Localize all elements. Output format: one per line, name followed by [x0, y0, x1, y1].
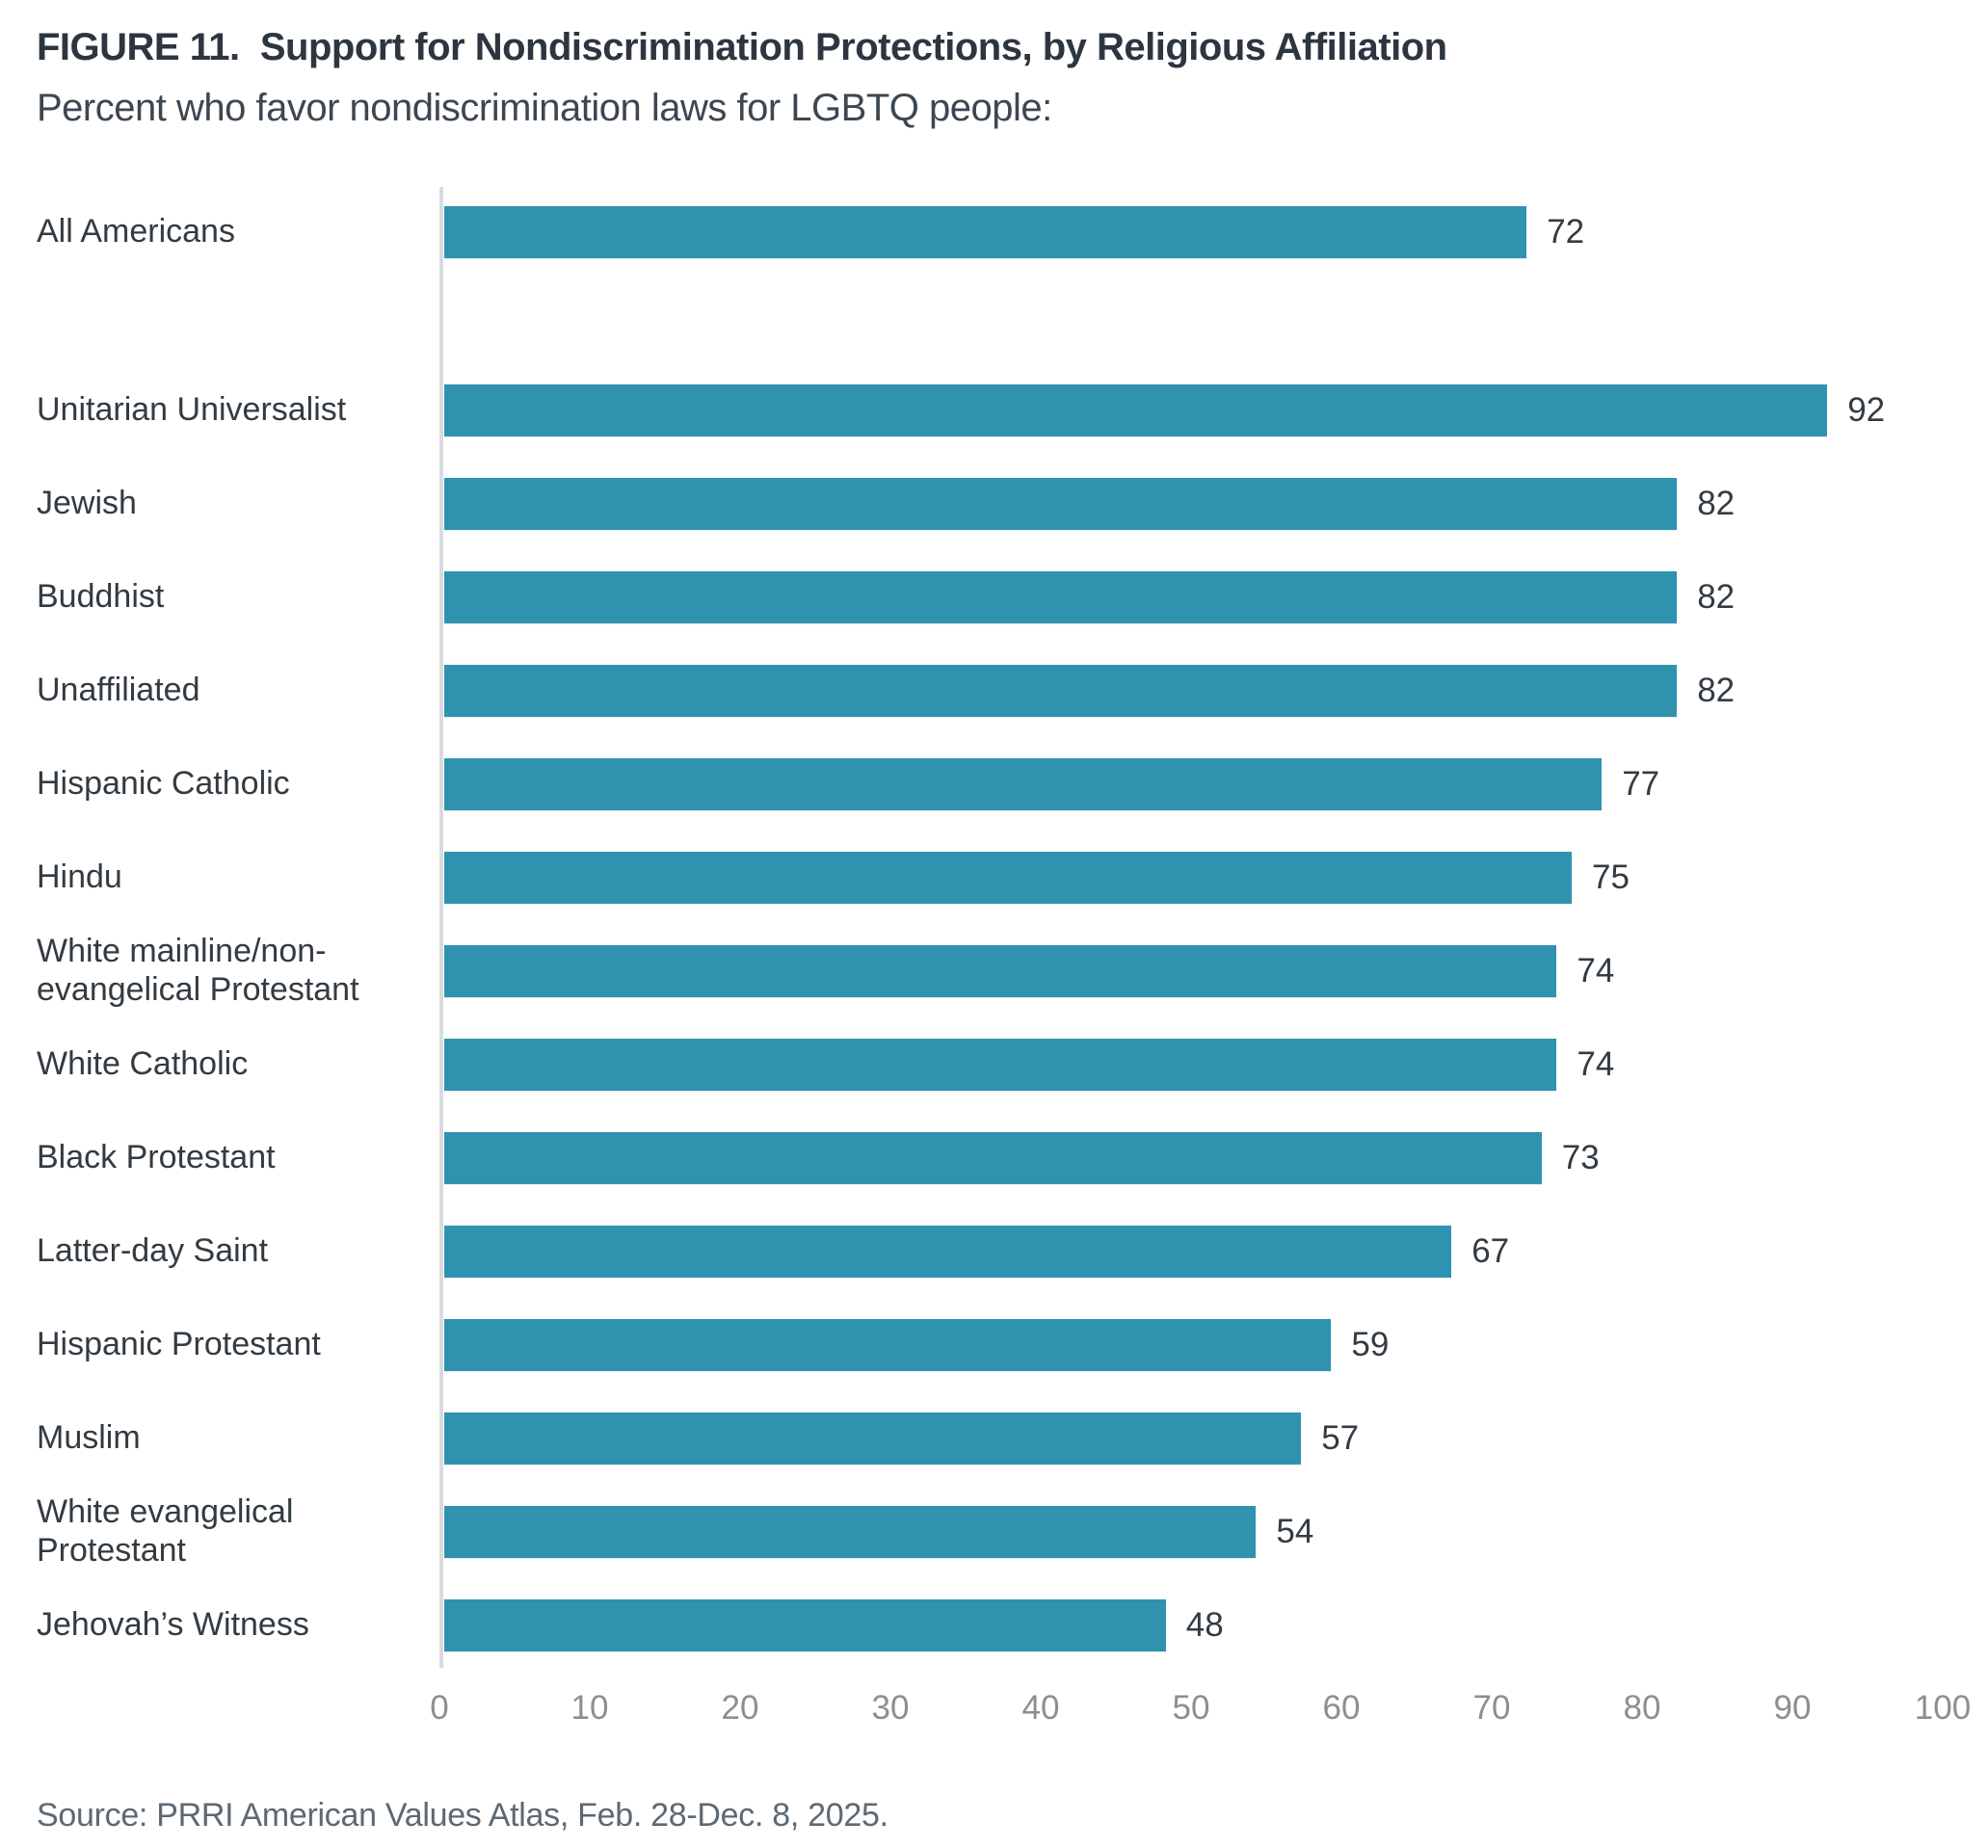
value-label: 54 [1276, 1512, 1314, 1550]
category-label: All Americans [37, 212, 235, 250]
x-axis-left-pad [37, 1672, 424, 1747]
bar [444, 1318, 1332, 1371]
x-tick-label: 60 [1322, 1689, 1361, 1727]
bar [444, 664, 1678, 717]
bar [444, 1131, 1542, 1184]
bar-row: White Catholic 74 [37, 1017, 1943, 1111]
value-label: 75 [1592, 858, 1630, 896]
bar-track: 59 [439, 1298, 1943, 1391]
bar-row: White evangelical Protestant 54 [37, 1485, 1943, 1578]
bar-track: 57 [439, 1391, 1943, 1485]
bar-chart: All Americans 72 Unitarian Universalist 92 J… [37, 185, 1943, 1672]
bar [444, 851, 1572, 904]
category-label: White evangelical Protestant [37, 1493, 294, 1569]
row-spacer [37, 278, 1943, 363]
bar [444, 1225, 1452, 1278]
bar [444, 1038, 1557, 1091]
bar-track: 54 [439, 1485, 1943, 1578]
category-label: Jehovah’s Witness [37, 1605, 309, 1643]
bar-track: 48 [439, 1578, 1943, 1672]
bar-track: 92 [439, 363, 1943, 457]
bar-track: 74 [439, 924, 1943, 1017]
x-tick-label: 80 [1623, 1689, 1661, 1727]
category-label: Unaffiliated [37, 671, 200, 708]
bar [444, 570, 1678, 623]
category-label: Jewish [37, 484, 137, 521]
category-label: Black Protestant [37, 1138, 276, 1175]
x-tick-label: 10 [570, 1689, 609, 1727]
bar-track: 73 [439, 1111, 1943, 1204]
bar [444, 383, 1828, 436]
category-label: Muslim [37, 1418, 141, 1456]
bar-row: Black Protestant 73 [37, 1111, 1943, 1204]
value-label: 82 [1697, 484, 1736, 522]
x-tick-label: 0 [430, 1689, 449, 1727]
category-label: Hispanic Protestant [37, 1325, 321, 1362]
source-note: Source: PRRI American Values Atlas, Feb.… [37, 1797, 888, 1834]
value-label: 74 [1577, 1044, 1615, 1083]
value-label: 57 [1321, 1418, 1360, 1457]
category-label: White mainline/non-evangelical Protestan… [37, 933, 359, 1008]
x-axis: 0 10 20 30 40 50 60 70 80 90 100 [37, 1672, 1971, 1747]
y-axis-line [439, 187, 443, 1668]
bar-track: 82 [439, 457, 1943, 550]
x-tick-label: 20 [721, 1689, 759, 1727]
bar-row: All Americans 72 [37, 185, 1943, 278]
value-label: 72 [1547, 212, 1585, 251]
category-label: Unitarian Universalist [37, 390, 347, 428]
category-label: Buddhist [37, 577, 165, 615]
value-label: 82 [1697, 671, 1736, 709]
value-label: 82 [1697, 577, 1736, 616]
category-label: White Catholic [37, 1044, 249, 1082]
bar-row: Jewish 82 [37, 457, 1943, 550]
figure-subtitle: Percent who favor nondiscrimination laws… [37, 87, 1052, 129]
bar-row: Hispanic Catholic 77 [37, 737, 1943, 831]
bar-row: Unitarian Universalist 92 [37, 363, 1943, 457]
bar-row: Hispanic Protestant 59 [37, 1298, 1943, 1391]
x-tick-label: 50 [1172, 1689, 1210, 1727]
bar-row: White mainline/non-evangelical Protestan… [37, 924, 1943, 1017]
bar-track: 74 [439, 1017, 1943, 1111]
value-label: 92 [1847, 390, 1886, 429]
bar [444, 477, 1678, 530]
value-label: 77 [1622, 764, 1660, 803]
bar-track: 82 [439, 644, 1943, 737]
value-label: 48 [1185, 1605, 1224, 1644]
bar-track: 77 [439, 737, 1943, 831]
bar [444, 1598, 1166, 1651]
bar-track: 67 [439, 1204, 1943, 1298]
bar-row: Hindu 75 [37, 831, 1943, 924]
bar-row: Latter-day Saint 67 [37, 1204, 1943, 1298]
x-axis-ticks: 0 10 20 30 40 50 60 70 80 90 100 [430, 1672, 1971, 1747]
x-tick-label: 100 [1914, 1689, 1972, 1727]
bar [444, 1412, 1302, 1465]
bar-row: Jehovah’s Witness 48 [37, 1578, 1943, 1672]
bar [444, 944, 1557, 997]
x-tick-label: 40 [1021, 1689, 1060, 1727]
value-label: 59 [1351, 1325, 1390, 1363]
bar-track: 75 [439, 831, 1943, 924]
bar [444, 757, 1603, 810]
value-label: 73 [1561, 1138, 1600, 1176]
value-label: 67 [1471, 1231, 1510, 1270]
figure-title: FIGURE 11. Support for Nondiscrimination… [37, 26, 1447, 68]
bar-row: Unaffiliated 82 [37, 644, 1943, 737]
bar-row: Buddhist 82 [37, 550, 1943, 644]
category-label: Hindu [37, 858, 122, 895]
value-label: 74 [1577, 951, 1615, 990]
category-label: Latter-day Saint [37, 1231, 269, 1269]
bar [444, 1505, 1257, 1558]
x-tick-label: 70 [1472, 1689, 1511, 1727]
bar-track: 82 [439, 550, 1943, 644]
x-tick-label: 90 [1773, 1689, 1812, 1727]
bar-track: 72 [439, 185, 1943, 278]
category-label: Hispanic Catholic [37, 764, 290, 802]
x-tick-label: 30 [871, 1689, 910, 1727]
bar-row: Muslim 57 [37, 1391, 1943, 1485]
bar [444, 205, 1527, 258]
